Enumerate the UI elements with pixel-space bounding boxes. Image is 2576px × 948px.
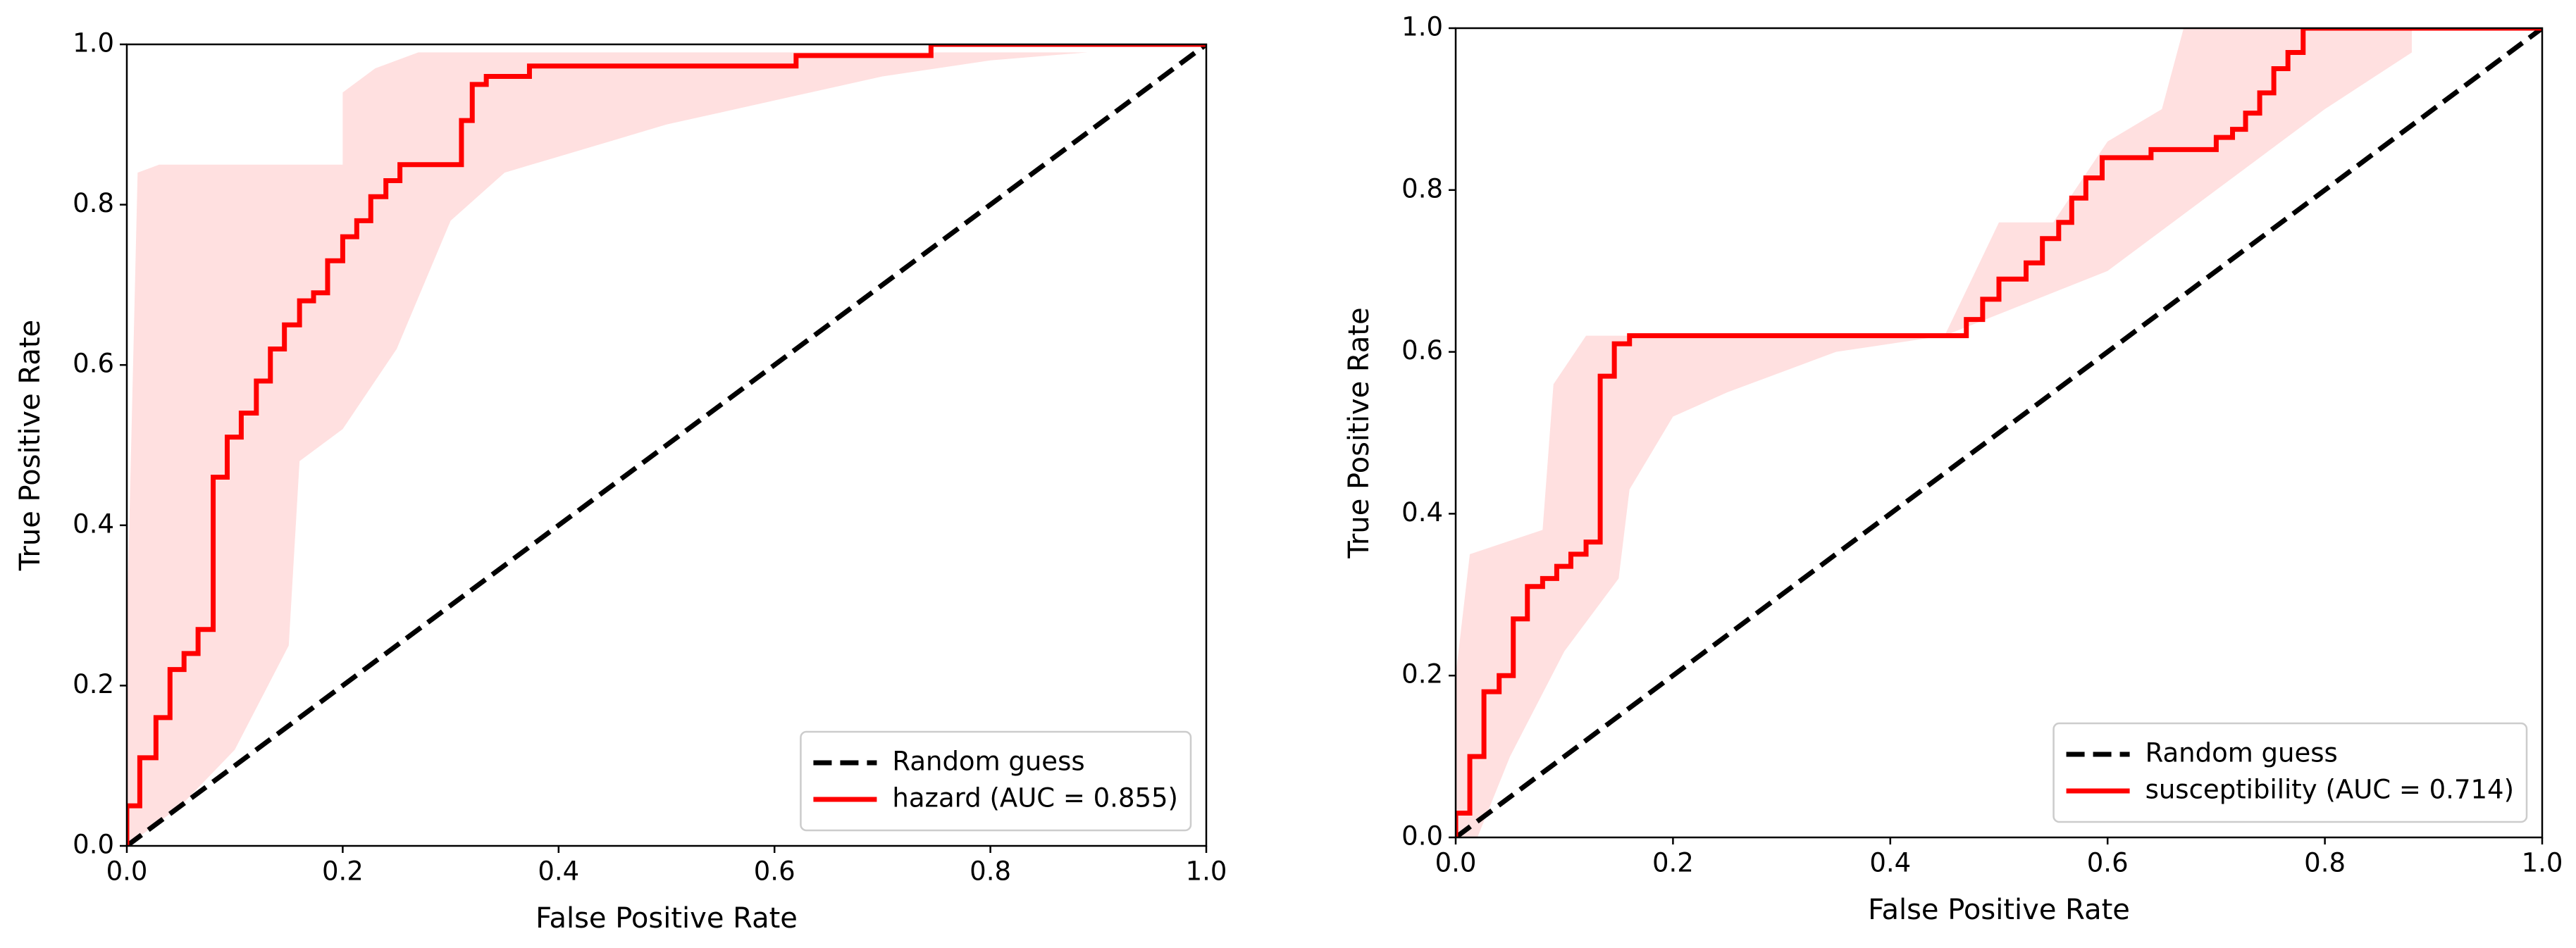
legend-box xyxy=(800,730,1192,832)
x-tick-label: 0.4 xyxy=(1869,848,1911,878)
legend: Random guess susceptibility (AUC = 0.714) xyxy=(2052,722,2528,823)
y-axis-label: True Positive Rate xyxy=(14,320,47,571)
x-tick-label: 0.0 xyxy=(1435,848,1477,878)
y-axis-label: True Positive Rate xyxy=(1343,307,1375,559)
legend-label: susceptibility (AUC = 0.714) xyxy=(2145,775,2514,805)
y-tick-label: 0.4 xyxy=(73,509,114,539)
y-tick-label: 0.2 xyxy=(1401,659,1443,690)
axes-frame xyxy=(1454,27,2544,839)
y-tick-label: 0.6 xyxy=(1401,335,1443,366)
legend-label: Random guess xyxy=(2145,738,2338,768)
y-tick-label: 0.4 xyxy=(1401,497,1443,528)
y-tick-label: 1.0 xyxy=(73,28,114,58)
axes-frame xyxy=(125,43,1208,847)
y-tick-label: 0.6 xyxy=(73,349,114,379)
x-tick-label: 0.2 xyxy=(1652,848,1694,878)
legend-box xyxy=(2052,722,2528,823)
x-tick-label: 0.6 xyxy=(754,856,795,887)
roc-line xyxy=(127,44,1206,846)
x-tick-label: 0.2 xyxy=(322,856,364,887)
x-tick-label: 0.6 xyxy=(2087,848,2129,878)
plot-area xyxy=(1456,28,2542,837)
y-tick-label: 0.0 xyxy=(73,830,114,860)
y-tick-label: 0.8 xyxy=(73,188,114,218)
x-tick-label: 1.0 xyxy=(1186,856,1227,887)
reference-line xyxy=(1456,28,2542,837)
roc-line xyxy=(1456,28,2542,837)
x-tick-label: 0.4 xyxy=(538,856,579,887)
legend: Random guess hazard (AUC = 0.855) xyxy=(800,730,1192,832)
x-tick-label: 0.8 xyxy=(2304,848,2346,878)
x-tick-label: 1.0 xyxy=(2522,848,2563,878)
legend-label: Random guess xyxy=(892,747,1084,777)
reference-line xyxy=(127,44,1206,846)
y-tick-label: 1.0 xyxy=(1401,12,1443,42)
y-tick-label: 0.2 xyxy=(73,669,114,699)
x-axis-label: False Positive Rate xyxy=(535,902,798,935)
x-axis-label: False Positive Rate xyxy=(1868,894,2130,926)
confidence-band xyxy=(127,52,1088,846)
legend-label: hazard (AUC = 0.855) xyxy=(892,783,1178,813)
plot-area xyxy=(127,44,1206,846)
x-tick-label: 0.0 xyxy=(106,856,148,887)
y-tick-label: 0.8 xyxy=(1401,173,1443,204)
confidence-band xyxy=(1456,28,2412,837)
x-tick-label: 0.8 xyxy=(970,856,1011,887)
y-tick-label: 0.0 xyxy=(1401,821,1443,852)
